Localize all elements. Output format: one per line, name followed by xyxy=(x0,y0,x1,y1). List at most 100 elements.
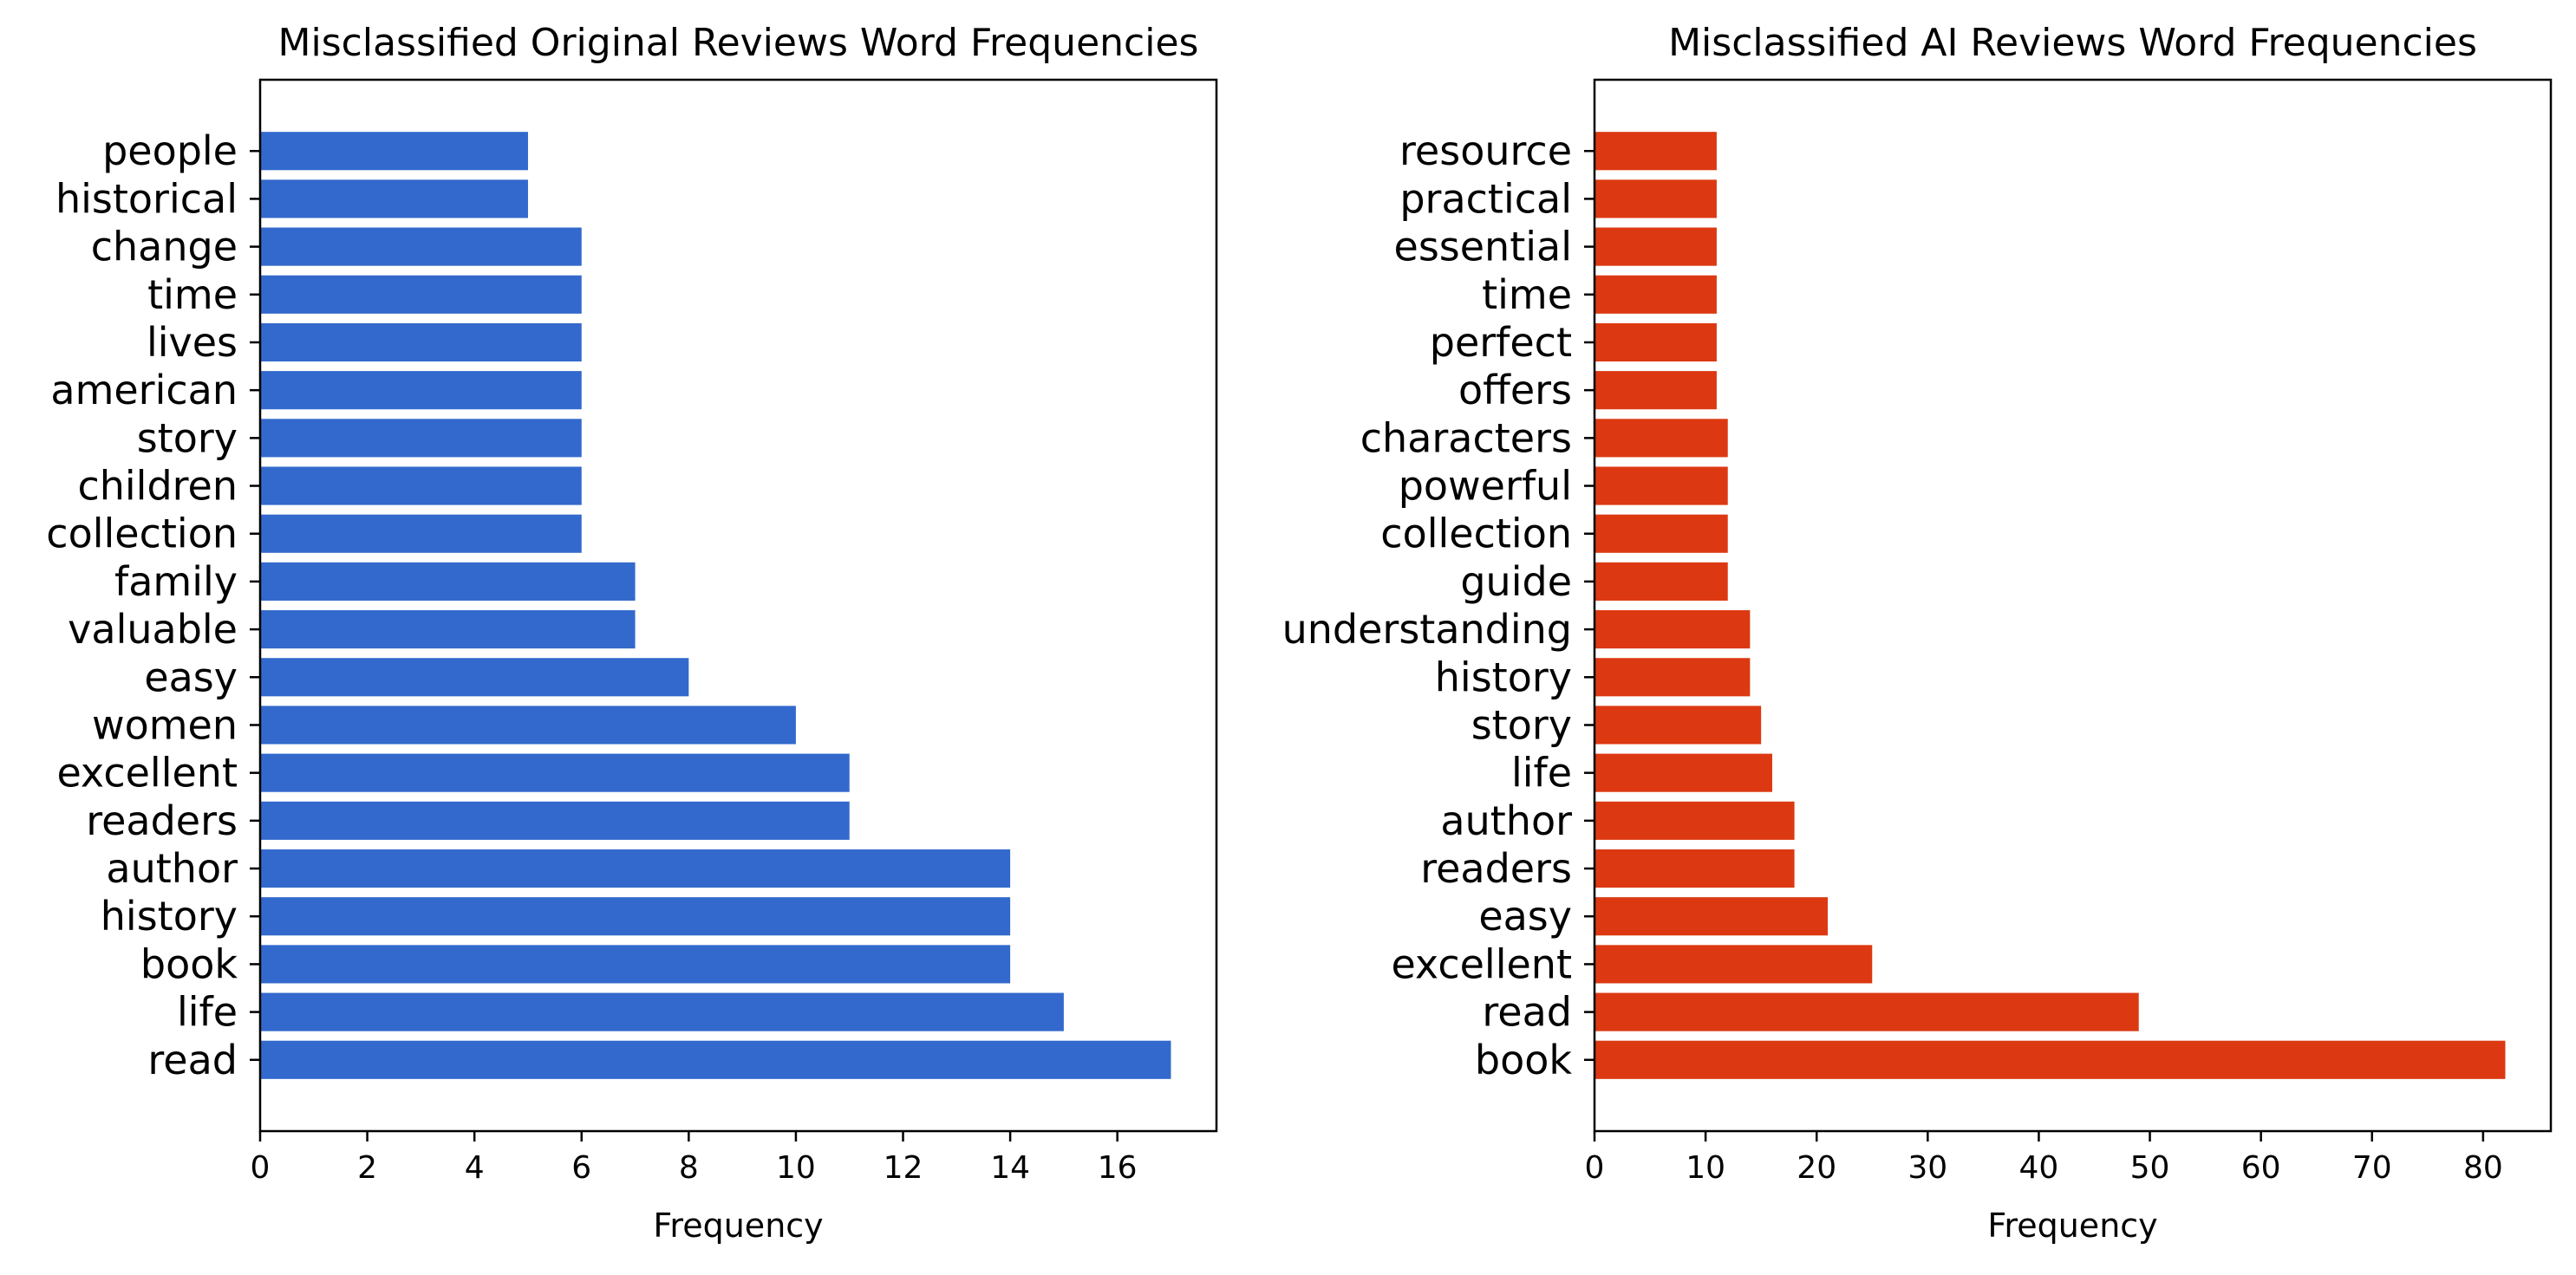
chart-title: Misclassified Original Reviews Word Freq… xyxy=(278,21,1199,65)
bar-story xyxy=(260,419,582,458)
x-tick-label: 30 xyxy=(1908,1150,1947,1186)
y-tick-label: children xyxy=(77,463,238,510)
bar-change xyxy=(260,227,582,266)
bar-guide xyxy=(1595,562,1728,601)
x-tick-label: 14 xyxy=(990,1150,1030,1186)
bar-essential xyxy=(1595,227,1717,266)
bar-american xyxy=(260,371,582,410)
x-tick-label: 4 xyxy=(465,1150,485,1186)
y-tick-label: characters xyxy=(1360,414,1572,461)
chart-2: Misclassified AI Reviews Word Frequencie… xyxy=(1282,21,2553,1245)
bar-powerful xyxy=(1595,466,1728,505)
y-tick-label: story xyxy=(1471,701,1572,748)
bar-family xyxy=(260,562,636,601)
bar-valuable xyxy=(260,610,636,649)
plot-frame xyxy=(258,78,1218,1133)
bar-excellent xyxy=(260,753,850,792)
y-tick-label: history xyxy=(1435,654,1572,700)
x-tick-label: 50 xyxy=(2130,1150,2170,1186)
y-tick-label: offers xyxy=(1458,367,1572,413)
y-tick-label: read xyxy=(147,1037,238,1083)
y-tick-label: collection xyxy=(46,511,238,557)
y-tick-label: powerful xyxy=(1399,463,1572,510)
bar-lives xyxy=(260,322,582,362)
x-tick-label: 16 xyxy=(1098,1150,1138,1186)
x-tick-label: 10 xyxy=(776,1150,816,1186)
y-tick-label: author xyxy=(1440,797,1572,844)
bar-collection xyxy=(260,514,582,553)
x-axis-label: Frequency xyxy=(1987,1207,2157,1245)
y-tick-label: life xyxy=(177,989,238,1036)
bar-author xyxy=(260,849,1011,888)
bar-excellent xyxy=(1595,945,1873,984)
bar-readers xyxy=(1595,849,1795,888)
y-tick-label: history xyxy=(101,893,238,940)
y-tick-label: practical xyxy=(1399,175,1572,222)
bar-characters xyxy=(1595,419,1728,458)
x-tick-label: 2 xyxy=(357,1150,377,1186)
bar-easy xyxy=(260,658,689,697)
x-tick-label: 70 xyxy=(2352,1150,2392,1186)
bar-time xyxy=(260,275,582,314)
x-tick-label: 80 xyxy=(2463,1150,2503,1186)
bar-practical xyxy=(1595,179,1717,218)
x-tick-label: 0 xyxy=(1585,1150,1605,1186)
y-tick-label: people xyxy=(102,127,238,174)
chart-1: Misclassified Original Reviews Word Freq… xyxy=(46,21,1218,1245)
bar-author xyxy=(1595,801,1795,840)
y-tick-label: family xyxy=(114,558,238,605)
y-tick-label: guide xyxy=(1460,558,1572,605)
y-tick-label: excellent xyxy=(56,750,238,797)
bar-understanding xyxy=(1595,610,1751,649)
y-tick-label: valuable xyxy=(68,606,238,653)
y-tick-label: readers xyxy=(86,797,238,844)
bar-resource xyxy=(1595,132,1717,171)
y-tick-label: easy xyxy=(144,654,238,700)
y-tick-label: author xyxy=(106,845,238,892)
y-tick-label: time xyxy=(1482,271,1572,318)
x-tick-label: 20 xyxy=(1797,1150,1836,1186)
bar-perfect xyxy=(1595,322,1717,362)
bar-time xyxy=(1595,275,1717,314)
bar-history xyxy=(1595,658,1751,697)
bar-life xyxy=(1595,753,1772,792)
bar-book xyxy=(1595,1040,2506,1079)
x-axis-label: Frequency xyxy=(653,1207,823,1245)
bar-readers xyxy=(260,801,850,840)
x-tick-label: 10 xyxy=(1686,1150,1725,1186)
x-tick-label: 12 xyxy=(884,1150,923,1186)
bar-people xyxy=(260,132,528,171)
bar-offers xyxy=(1595,371,1717,410)
y-tick-label: book xyxy=(1475,1037,1572,1083)
bar-historical xyxy=(260,179,528,218)
bar-read xyxy=(1595,992,2139,1031)
y-tick-label: easy xyxy=(1478,893,1572,940)
y-tick-label: time xyxy=(147,271,238,318)
x-tick-label: 40 xyxy=(2019,1150,2059,1186)
x-tick-label: 6 xyxy=(571,1150,591,1186)
bar-history xyxy=(260,897,1011,936)
y-tick-label: book xyxy=(140,940,238,987)
y-tick-label: lives xyxy=(147,319,238,366)
plot-frame xyxy=(1593,78,2553,1133)
bar-read xyxy=(260,1040,1171,1079)
y-tick-label: change xyxy=(91,224,238,270)
bar-book xyxy=(260,945,1011,984)
bar-easy xyxy=(1595,897,1829,936)
x-tick-label: 0 xyxy=(251,1150,271,1186)
bar-story xyxy=(1595,706,1762,745)
bar-collection xyxy=(1595,514,1728,553)
bar-children xyxy=(260,466,582,505)
bar-life xyxy=(260,992,1064,1031)
y-tick-label: women xyxy=(92,701,238,748)
y-tick-label: understanding xyxy=(1282,606,1572,653)
x-tick-label: 8 xyxy=(679,1150,699,1186)
y-tick-label: essential xyxy=(1394,224,1572,270)
chart-title: Misclassified AI Reviews Word Frequencie… xyxy=(1668,21,2477,65)
y-tick-label: read xyxy=(1482,989,1572,1036)
bar-women xyxy=(260,706,796,745)
y-tick-label: excellent xyxy=(1391,940,1572,987)
x-tick-label: 60 xyxy=(2241,1150,2281,1186)
y-tick-label: perfect xyxy=(1430,319,1572,366)
